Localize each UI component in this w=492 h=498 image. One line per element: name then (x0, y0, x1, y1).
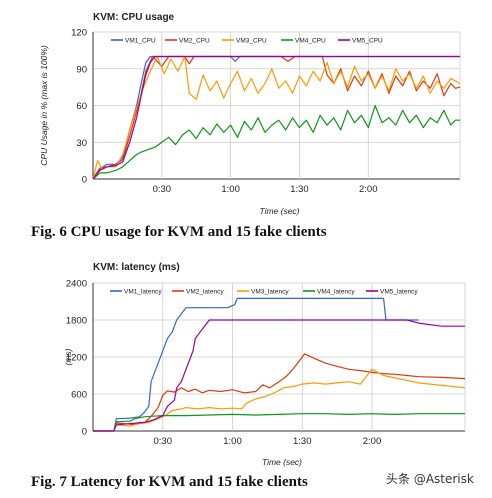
series-line-vm1-cpu (92, 55, 460, 180)
legend-label: VM2_CPU (179, 38, 210, 45)
x-tick-label: 0:30 (153, 184, 172, 195)
cpu-usage-chart: KVM: CPU usage 0 30 60 90 120 0:30 1:00 1:30 2:00… (31, 12, 461, 240)
legend-label: VM1_latency (124, 289, 162, 296)
legend-label: VM5_latency (380, 289, 418, 296)
y-axis-label: CPU Usage in % (max is 100%) (39, 45, 49, 166)
x-tick-label: 2:00 (359, 184, 378, 195)
chart-title: KVM: latency (ms) (93, 262, 180, 273)
legend-label: VM4_CPU (295, 38, 326, 45)
y-tick-label: 1200 (66, 353, 87, 364)
series-line-vm3-latency (93, 368, 466, 432)
x-axis-label: Time (sec) (262, 457, 302, 467)
y-tick-label: 120 (71, 28, 87, 39)
legend-label: VM2_latency (186, 289, 224, 296)
x-tick-label: 1:30 (293, 436, 312, 447)
legend-label: VM4_latency (317, 289, 355, 296)
y-tick-label: 2400 (66, 279, 87, 290)
legend-label: VM3_CPU (236, 38, 267, 45)
figure-caption: Fig. 6 CPU usage for KVM and 15 fake cli… (31, 224, 327, 240)
y-tick-label: 90 (76, 64, 87, 75)
series-line-vm1-latency (93, 297, 419, 432)
x-axis-label: Time (sec) (259, 206, 299, 216)
series-line-vm4-latency (93, 413, 465, 432)
series-line-vm5-latency (93, 319, 465, 432)
figure-caption: Fig. 7 Latency for KVM and 15 fake clien… (31, 474, 308, 490)
x-tick-label: 1:30 (290, 184, 309, 195)
y-tick-label: 0 (82, 427, 87, 438)
y-tick-label: 600 (71, 390, 87, 401)
y-tick-label: 1800 (66, 316, 87, 327)
series-line-vm5-cpu (92, 55, 460, 180)
x-tick-label: 1:00 (221, 184, 240, 195)
latency-chart: KVM: latency (ms) 0 600 1200 1800 2400 0:30 1:0… (31, 262, 466, 490)
legend-label: VM5_CPU (352, 38, 383, 45)
series-line-vm4-cpu (92, 104, 460, 180)
series-line-vm3-cpu (92, 55, 461, 180)
y-tick-label: 0 (82, 175, 87, 186)
x-tick-label: 2:00 (363, 436, 382, 447)
series-line-vm2-cpu (92, 55, 461, 180)
x-tick-label: 0:30 (154, 436, 173, 447)
series-line-vm2-latency (93, 353, 466, 432)
x-tick-label: 1:00 (223, 436, 242, 447)
y-axis-label: (ms) (63, 348, 73, 365)
chart-title: KVM: CPU usage (93, 12, 175, 23)
y-tick-label: 30 (76, 138, 87, 149)
legend-label: VM1_CPU (125, 38, 156, 45)
y-tick-label: 60 (76, 101, 87, 112)
legend-label: VM3_latency (251, 289, 289, 296)
watermark: 头条 @Asterisk (386, 472, 474, 486)
